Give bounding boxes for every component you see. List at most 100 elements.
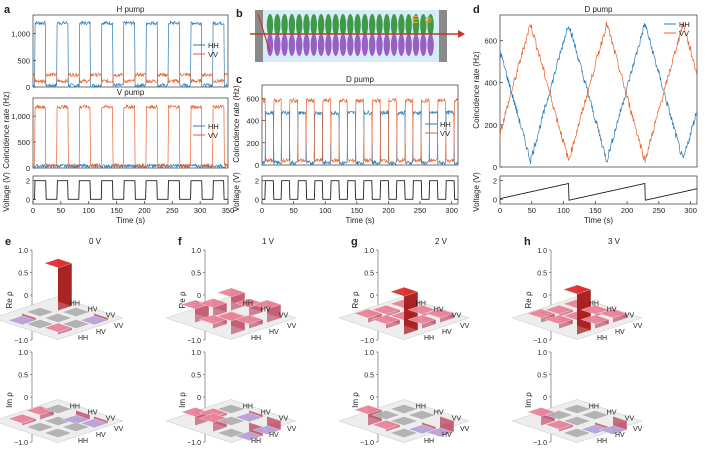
y-axis-label: Voltage (V) — [472, 172, 481, 212]
bar-top — [580, 305, 610, 315]
x-axis-label: Time (s) — [584, 216, 613, 225]
domain-up — [317, 14, 325, 36]
basis-label-row: VV — [279, 415, 289, 422]
domain-down — [332, 34, 339, 56]
bar-side — [368, 313, 382, 323]
z-tick-label: 0.5 — [18, 373, 28, 380]
x-axis-label: Time (s) — [345, 216, 374, 225]
y-tick-label: 200 — [246, 139, 259, 148]
bar-top — [562, 284, 592, 295]
domain-up — [354, 14, 361, 36]
basis-label-row: HH — [416, 403, 426, 410]
basis-label-col: VV — [460, 426, 470, 433]
basis-label-col: HV — [615, 432, 625, 439]
z-tick-label: −1.0 — [187, 440, 201, 447]
domain-up — [369, 14, 376, 36]
re-axis-label: Re ρ — [524, 291, 533, 308]
z-tick-label: 0 — [543, 395, 547, 402]
panel-label: f — [178, 236, 182, 248]
z-tick-label: −1.0 — [187, 338, 201, 345]
bar-top — [234, 431, 264, 441]
domain-down — [412, 34, 420, 56]
z-tick-label: 1.0 — [364, 248, 374, 255]
x-tick-label: 200 — [138, 206, 151, 215]
bar-top — [61, 319, 91, 329]
y-tick-label: 500 — [17, 138, 30, 147]
bar-side — [22, 418, 36, 426]
series-line-vv — [499, 21, 698, 163]
bar-top — [216, 416, 246, 426]
legend-label-vv: VV — [440, 129, 450, 138]
y-tick-label: 1,000 — [11, 30, 30, 39]
bar-top — [61, 307, 91, 317]
y-tick-label: 0 — [255, 195, 259, 204]
x-tick-label: 250 — [414, 206, 427, 215]
domain-up — [390, 14, 398, 36]
basis-label-row: HH — [589, 403, 599, 410]
plot-frame — [261, 175, 459, 205]
domain-down — [376, 34, 383, 56]
field-label: E — [412, 15, 419, 26]
basis-label-col: HH — [597, 438, 607, 445]
domain-down — [347, 34, 354, 56]
domain-up — [420, 14, 427, 36]
bar-side — [541, 313, 555, 323]
bar-side — [422, 319, 436, 329]
z-tick-label: 0.5 — [191, 271, 201, 278]
basis-label-col: HH — [424, 438, 434, 445]
series-line-hh — [32, 162, 229, 170]
bar-top — [353, 308, 383, 319]
bar-side — [386, 319, 400, 329]
y-tick-label: 2 — [26, 177, 30, 186]
bar-side — [213, 303, 227, 317]
x-tick-label: 50 — [57, 206, 65, 215]
bar-side — [267, 304, 281, 323]
legend-label-hh: HH — [208, 122, 219, 131]
domain-up — [361, 14, 369, 36]
bar-top — [25, 307, 55, 317]
domain-up — [325, 14, 332, 36]
bar-top — [252, 299, 282, 310]
bar-top — [43, 428, 73, 438]
panel-title: 3 V — [608, 237, 621, 246]
x-tick-label: 50 — [528, 206, 536, 215]
z-tick-label: 0 — [370, 395, 374, 402]
bar-top — [180, 407, 210, 417]
domain-up — [376, 14, 383, 36]
bar-top — [234, 412, 264, 422]
z-tick-label: 0.5 — [364, 271, 374, 278]
basis-label-col: VV — [460, 323, 470, 330]
domain-up — [412, 14, 420, 36]
bar-top — [25, 422, 55, 432]
bar-side — [577, 289, 591, 335]
bar-side — [231, 292, 245, 311]
basis-label-col: HH — [251, 335, 261, 342]
basis-label-col: VV — [114, 323, 124, 330]
y-tick-label: 0 — [26, 164, 30, 173]
bar-top — [7, 414, 37, 424]
basis-label-col: VV — [633, 323, 643, 330]
z-tick-label: 0.5 — [191, 373, 201, 380]
bar-side — [386, 424, 400, 432]
bar-top — [598, 425, 628, 435]
z-tick-label: −1.0 — [360, 338, 374, 345]
x-tick-label: 150 — [110, 206, 123, 215]
basis-label-row: VV — [106, 415, 116, 422]
bar-top — [425, 308, 455, 319]
domain-up — [405, 14, 412, 36]
basis-label-col: VV — [114, 426, 124, 433]
z-tick-label: 1.0 — [191, 248, 201, 255]
plot-title: D pump — [346, 75, 375, 84]
bar-top — [371, 410, 401, 420]
y-tick-label: 1,000 — [11, 112, 30, 121]
basis-label-col: HV — [442, 432, 452, 439]
x-tick-label: 300 — [684, 206, 697, 215]
y-tick-label: 400 — [484, 79, 497, 88]
basis-label-col: HV — [269, 329, 279, 336]
domain-up — [303, 14, 310, 36]
bar-top — [43, 323, 73, 333]
series-line-voltage — [499, 182, 698, 201]
z-tick-label: 1.0 — [18, 350, 28, 357]
bar-side — [249, 319, 263, 329]
